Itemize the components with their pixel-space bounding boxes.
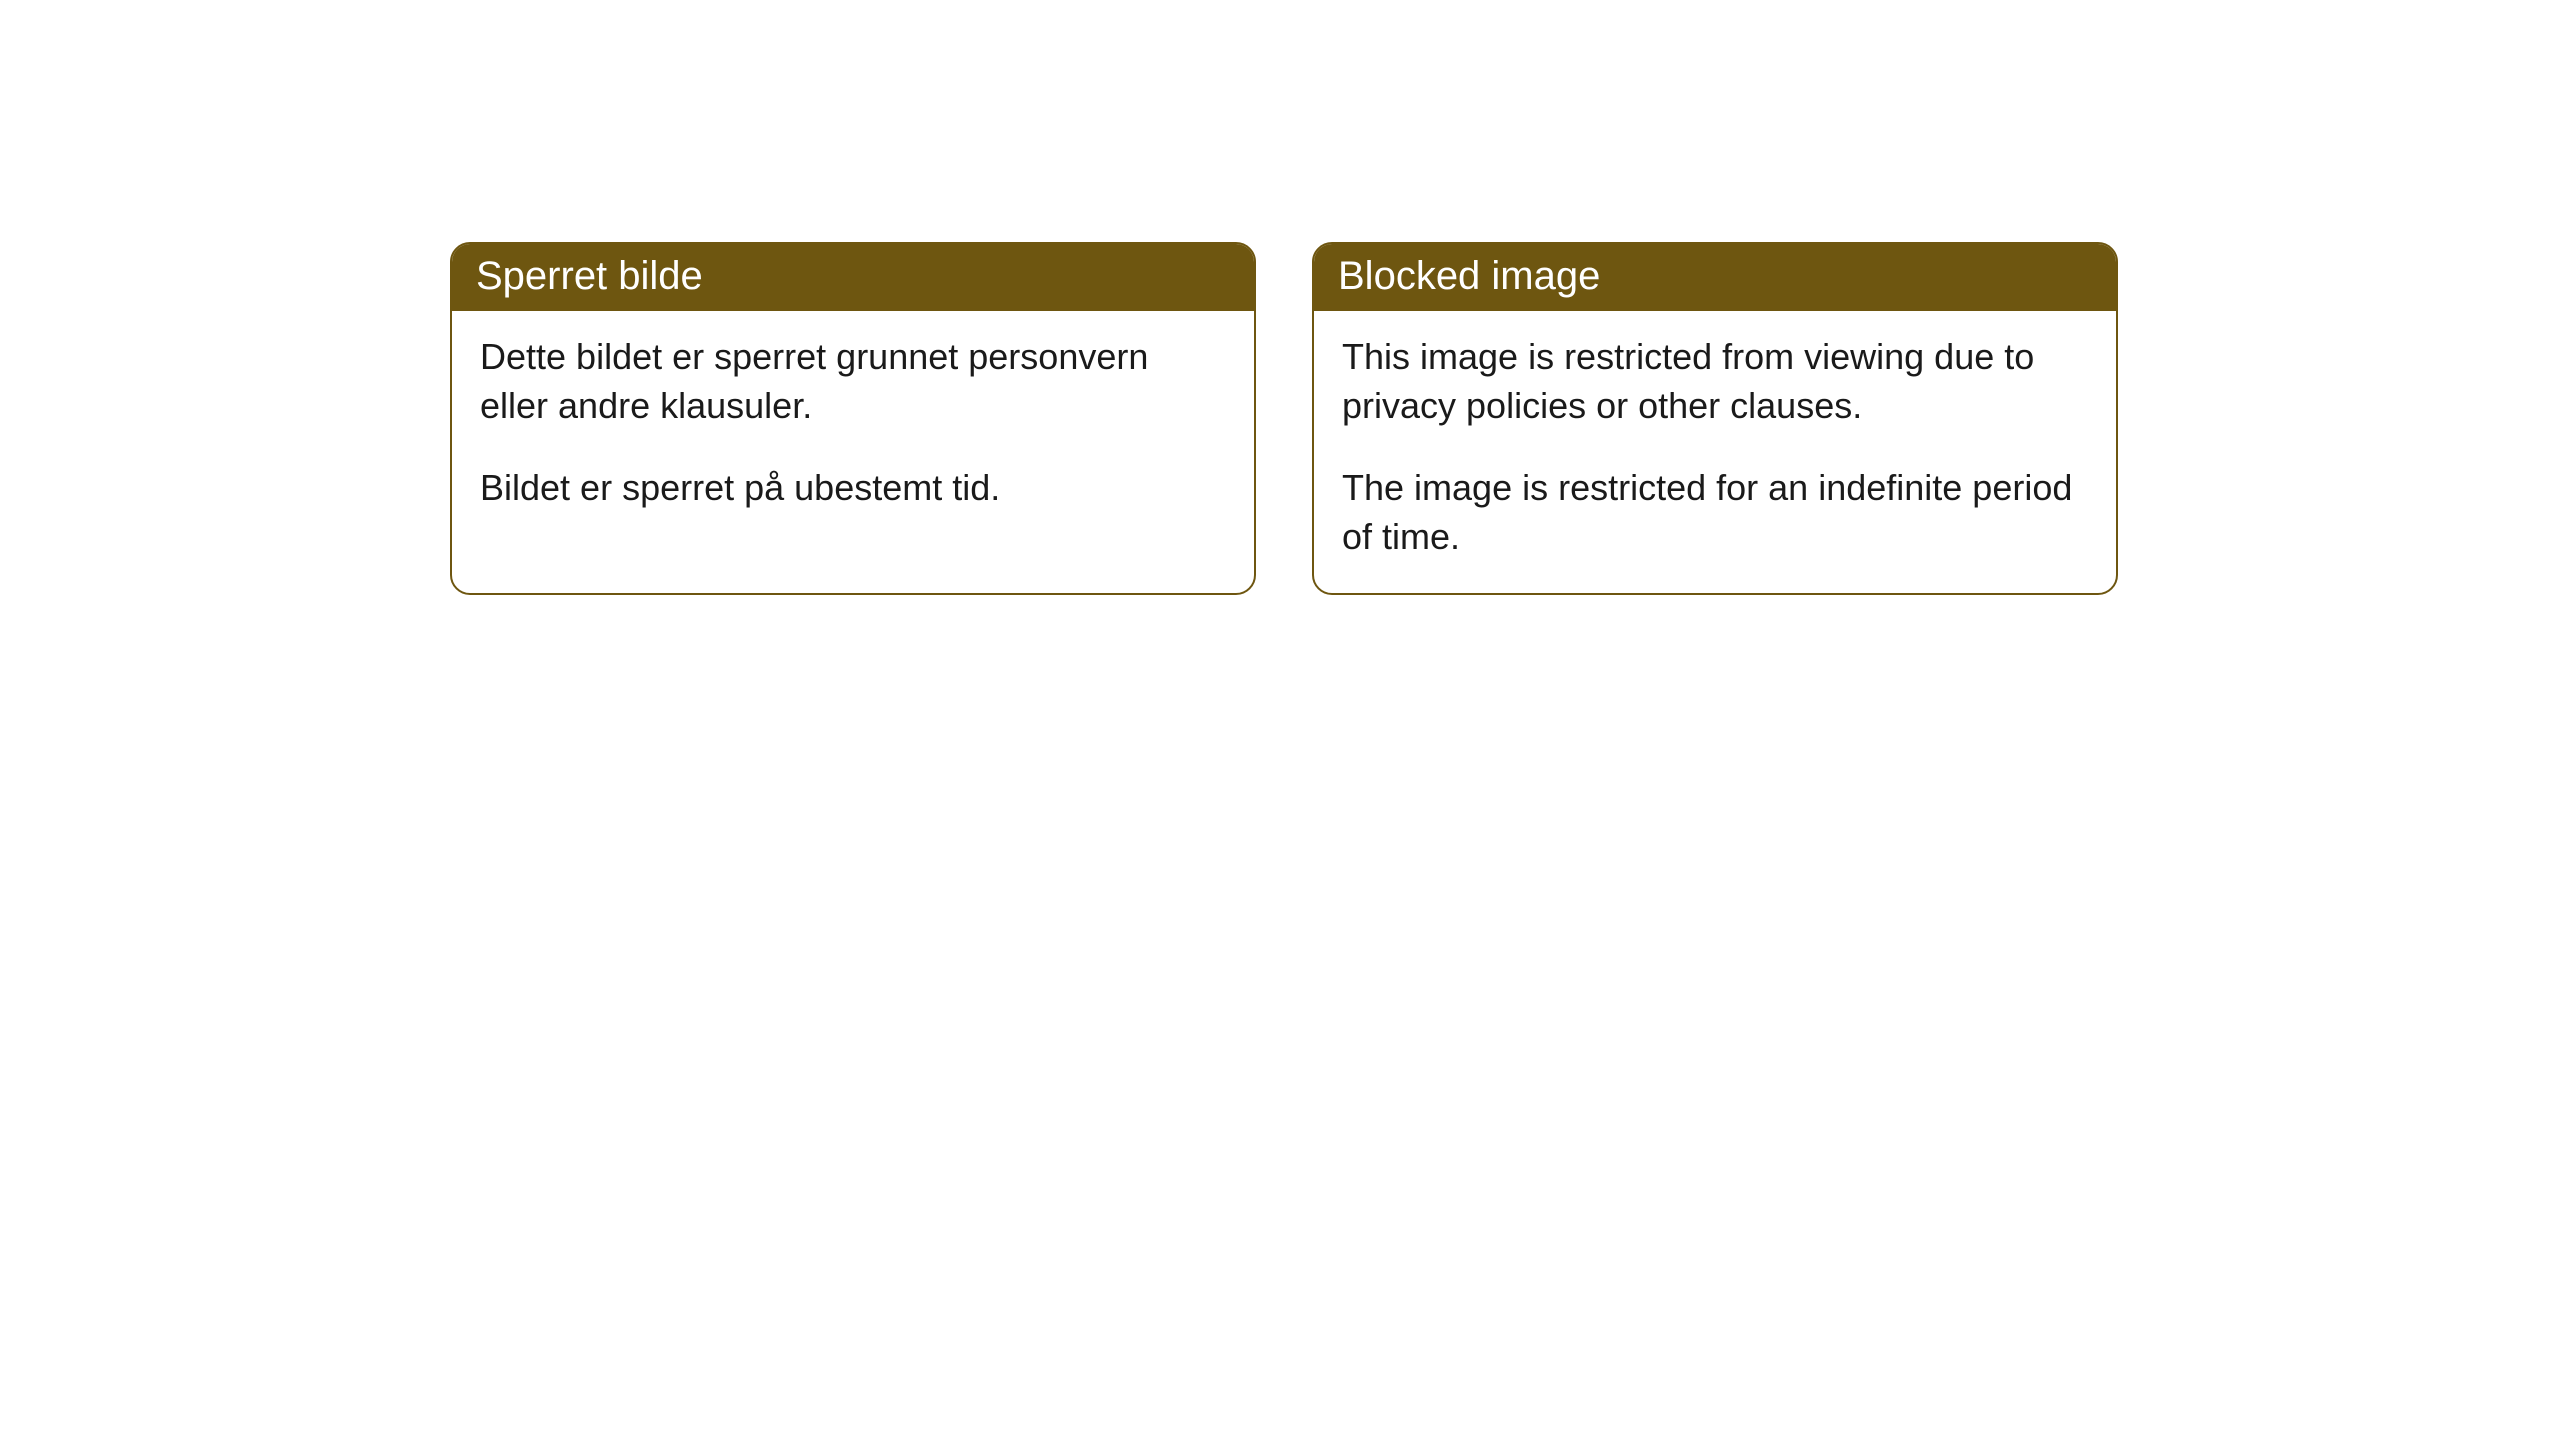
card-paragraph-1: Dette bildet er sperret grunnet personve… bbox=[480, 333, 1226, 430]
card-title: Blocked image bbox=[1338, 254, 1600, 298]
card-english: Blocked image This image is restricted f… bbox=[1312, 242, 2118, 595]
card-norwegian: Sperret bilde Dette bildet er sperret gr… bbox=[450, 242, 1256, 595]
card-header-english: Blocked image bbox=[1314, 244, 2116, 311]
card-paragraph-2: The image is restricted for an indefinit… bbox=[1342, 464, 2088, 561]
card-paragraph-1: This image is restricted from viewing du… bbox=[1342, 333, 2088, 430]
card-body-norwegian: Dette bildet er sperret grunnet personve… bbox=[452, 311, 1254, 545]
cards-container: Sperret bilde Dette bildet er sperret gr… bbox=[0, 0, 2560, 595]
card-header-norwegian: Sperret bilde bbox=[452, 244, 1254, 311]
card-body-english: This image is restricted from viewing du… bbox=[1314, 311, 2116, 593]
card-paragraph-2: Bildet er sperret på ubestemt tid. bbox=[480, 464, 1226, 513]
card-title: Sperret bilde bbox=[476, 254, 703, 298]
